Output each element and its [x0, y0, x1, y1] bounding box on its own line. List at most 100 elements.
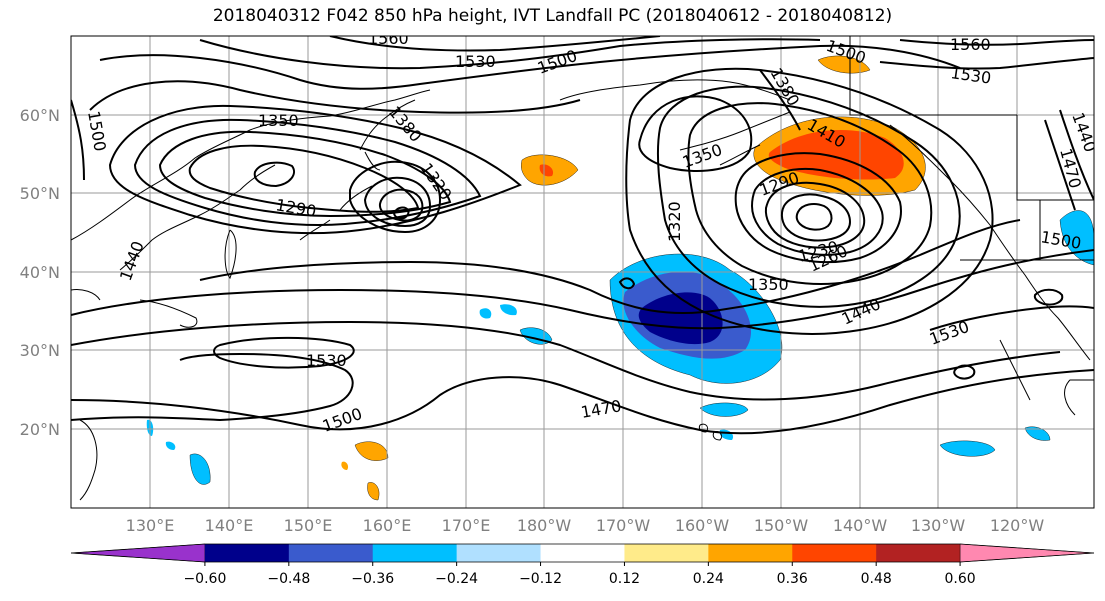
colorbar-extend-low	[70, 543, 206, 563]
colorbar-segment	[540, 544, 625, 562]
contour-1500-left	[71, 99, 85, 181]
contour-1440-east	[1059, 109, 1094, 201]
canada-border	[849, 36, 1094, 261]
asia-coast	[71, 89, 431, 501]
contour-label: 1440	[116, 239, 148, 284]
contour-label: 1290	[274, 195, 317, 221]
low-pacific-inner-3	[764, 181, 866, 249]
gridlines	[71, 36, 1094, 508]
contour-label: 1530	[927, 317, 972, 349]
low-asia-inner-1	[188, 144, 420, 213]
contour-label: 1500	[320, 404, 365, 436]
coastlines	[71, 36, 1094, 501]
contour-1560-north	[329, 36, 661, 52]
contour-upper-ridge	[89, 80, 581, 114]
lon-tick-label: 140°E	[205, 516, 254, 535]
lat-labels: 60°N 50°N 40°N 30°N 20°N	[20, 106, 60, 439]
contour-label: 1380	[385, 102, 426, 145]
pos-blob	[354, 441, 389, 461]
colorbar-segment	[624, 544, 709, 562]
neg-blob	[699, 402, 749, 417]
contour-label: 1530	[306, 351, 347, 370]
colorbar-tick-label: −0.60	[183, 571, 226, 587]
lon-tick-label: 120°W	[990, 516, 1045, 535]
low-pacific-outer-2	[656, 85, 961, 308]
contour-1470-east	[1044, 119, 1076, 211]
contour-label: 1500	[535, 46, 580, 78]
colorbar-tick-label: 0.24	[693, 571, 724, 587]
neg-blob	[479, 308, 492, 319]
contour-1530-ne	[879, 57, 1094, 70]
colorbar-tick-label: −0.12	[519, 571, 562, 587]
colorbar-segment	[876, 544, 961, 562]
neg-blob	[189, 453, 211, 485]
lon-tick-label: 170°W	[596, 516, 651, 535]
colorbar-segment	[792, 544, 877, 562]
contour-1500-north	[99, 44, 961, 90]
pos-blob	[817, 55, 871, 74]
colorbar-segment	[372, 544, 458, 562]
contour-1530-loop	[213, 336, 355, 369]
colorbar: −0.60 −0.48 −0.36 −0.24 −0.12 0.12 0.24 0.36 0.4…	[70, 543, 1095, 587]
lon-tick-label: 170°E	[442, 516, 491, 535]
pos-blob	[341, 461, 349, 470]
contour-1500-south	[71, 369, 1094, 435]
map-title: 2018040312 F042 850 hPa height, IVT Land…	[212, 6, 893, 26]
colorbar-segment	[708, 544, 793, 562]
lon-tick-label: 160°E	[363, 516, 412, 535]
lat-tick-label: 60°N	[20, 106, 60, 125]
colorbar-tick-label: 0.48	[861, 571, 892, 587]
contour-1530-south	[71, 352, 354, 422]
low-asia-inner-3	[363, 176, 432, 228]
neg-blob	[500, 304, 517, 316]
contour-1470	[71, 320, 1061, 401]
low-asia-outer-1	[108, 104, 522, 235]
colorbar-segment	[288, 544, 374, 562]
north-america-coast	[889, 124, 1094, 416]
low-pacific-outer-3	[687, 102, 933, 285]
contour-gulf-alaska	[638, 95, 753, 172]
low-asia-center	[393, 206, 410, 220]
map-area: 1500 1350 1320 1290 1560 1530 1500 1500 …	[71, 29, 1094, 508]
low-small	[253, 161, 295, 188]
colorbar-tick-label: −0.36	[351, 571, 394, 587]
colorbar-tick-label: 0.60	[945, 571, 976, 587]
low-asia-inner-2	[349, 160, 442, 234]
lon-tick-label: 150°W	[754, 516, 809, 535]
low-pacific-inner-2	[750, 168, 884, 256]
small-loop-east-2	[1033, 288, 1064, 306]
lat-tick-label: 30°N	[20, 341, 60, 360]
contour-label: 1290	[757, 168, 802, 200]
lon-tick-label: 160°W	[675, 516, 730, 535]
colorbar-segment	[204, 544, 290, 562]
lon-tick-label: 130°W	[911, 516, 966, 535]
ivt-shading	[146, 55, 1094, 501]
contour-label: 1320	[665, 201, 684, 242]
low-pacific-center	[795, 203, 833, 231]
neg-blob	[939, 440, 996, 457]
kamchatka-coast	[299, 99, 416, 241]
contour-label: 1530	[949, 63, 992, 87]
neg-blob	[1024, 426, 1051, 441]
lon-labels: 130°E 140°E 150°E 160°E 170°E 180°W 170°…	[126, 516, 1045, 535]
pos-anomaly-strong	[768, 129, 904, 180]
colorbar-tick-label: 0.12	[609, 571, 640, 587]
contour-1530-north	[199, 38, 821, 70]
small-loop-east	[953, 364, 976, 380]
contour-label: 1560	[368, 29, 409, 48]
small-loop-mid	[618, 277, 636, 290]
contour-label: 1560	[950, 35, 991, 54]
map-frame	[70, 35, 1095, 509]
pos-blob	[539, 164, 554, 177]
contour-1440	[71, 249, 1094, 330]
lon-tick-label: 130°E	[126, 516, 175, 535]
colorbar-tick-label: −0.48	[267, 571, 310, 587]
pos-blob	[367, 482, 380, 501]
contour-label: 1350	[258, 111, 299, 130]
low-pacific-inner-1	[734, 152, 902, 264]
contour-1380-alaska	[759, 69, 801, 131]
contour-label: 1530	[455, 52, 496, 71]
lon-tick-label: 140°W	[833, 516, 888, 535]
contour-1530-east	[929, 305, 1094, 331]
